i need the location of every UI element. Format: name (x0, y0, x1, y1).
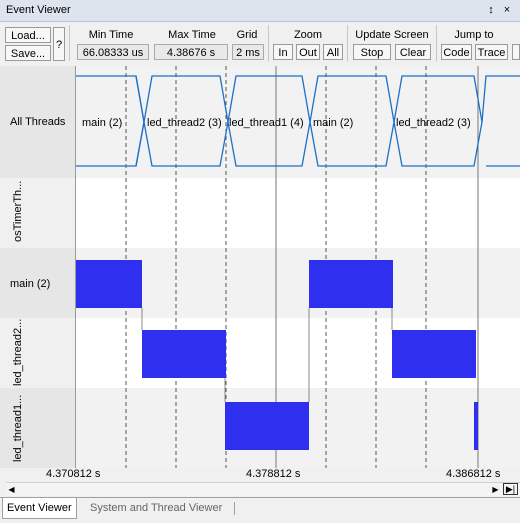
row-label-text: main (2) (10, 278, 51, 290)
toolbar: Load... Save... ? Min Time 66.08333 us M… (0, 22, 520, 64)
all-threads-bus (76, 75, 520, 167)
toolbar-separator (69, 25, 70, 61)
segment-label: main (2) (313, 117, 353, 129)
transition-lines (141, 308, 393, 402)
time-axis-tick: 4.370812 s (46, 468, 101, 480)
segment-label: led_thread2 (3) (396, 117, 471, 129)
row-label-main: main (2) (0, 248, 76, 318)
stop-button[interactable]: Stop (353, 44, 391, 60)
scroll-end-icon[interactable]: ▶| (503, 483, 518, 495)
window-title-bar: Event Viewer ↕ × (0, 0, 520, 22)
zoom-all-button[interactable]: All (323, 44, 343, 60)
max-time-header: Max Time (168, 29, 216, 41)
row-bg-ostimer (76, 178, 520, 248)
zoom-header: Zoom (293, 29, 323, 41)
save-button[interactable]: Save... (5, 45, 51, 61)
led-thread2-activity-bar[interactable] (392, 330, 476, 378)
timeline-plot[interactable]: main (2) led_thread2 (3) led_thread1 (4)… (76, 66, 520, 468)
toolbar-separator (268, 25, 269, 61)
min-time-header: Min Time (88, 29, 134, 41)
row-label-all-threads: All Threads (0, 66, 76, 178)
led-thread1-activity-bar[interactable] (225, 402, 309, 450)
row-label-led-thread1: led_thread1... (0, 388, 76, 468)
row-bg-main (76, 248, 520, 318)
time-axis: 4.370812 s 4.378812 s 4.386812 s (0, 468, 520, 482)
led-thread1-activity-bar[interactable] (474, 402, 478, 450)
scroll-right-arrow-icon[interactable]: ▶ (492, 485, 499, 494)
bus-segment-tail (481, 75, 520, 167)
zoom-in-button[interactable]: In (273, 44, 293, 60)
major-grid-lines (275, 66, 479, 468)
load-button[interactable]: Load... (5, 27, 51, 43)
tab-event-viewer[interactable]: Event Viewer (2, 498, 77, 519)
activity-bars (76, 260, 478, 450)
jump-trace-button[interactable]: Trace (475, 44, 508, 60)
segment-labels: main (2) led_thread2 (3) led_thread1 (4)… (82, 117, 471, 129)
scroll-left-arrow-icon[interactable]: ◀ (8, 485, 15, 494)
grid-header: Grid (236, 29, 258, 41)
row-label-text: led_thread1... (12, 394, 24, 462)
segment-label: led_thread1 (4) (229, 117, 304, 129)
row-label-text: osTimerTh... (12, 180, 24, 242)
jump-to-header: Jump to (454, 29, 494, 41)
jump-code-button[interactable]: Code (441, 44, 472, 60)
horizontal-scrollbar[interactable]: ◀ ▶ ▶| (6, 482, 520, 496)
main-activity-bar[interactable] (309, 260, 393, 308)
row-label-text: All Threads (10, 116, 66, 128)
segment-label: main (2) (82, 117, 122, 129)
help-button[interactable]: ? (53, 27, 65, 61)
clear-button[interactable]: Clear (395, 44, 431, 60)
main-activity-bar[interactable] (76, 260, 142, 308)
tab-system-thread-viewer[interactable]: System and Thread Viewer (90, 502, 223, 514)
toolbar-overflow-button[interactable] (512, 44, 520, 60)
update-screen-header: Update Screen (355, 29, 429, 41)
toolbar-separator (436, 25, 437, 61)
row-label-ostimer: osTimerTh... (0, 178, 76, 248)
tab-strip: Event Viewer System and Thread Viewer (0, 497, 520, 523)
led-thread2-activity-bar[interactable] (142, 330, 226, 378)
time-axis-tick: 4.386812 s (446, 468, 501, 480)
time-axis-tick: 4.378812 s (246, 468, 301, 480)
tab-separator (234, 502, 235, 515)
grid-value: 2 ms (232, 44, 264, 60)
max-time-value: 4.38676 s (154, 44, 228, 60)
zoom-out-button[interactable]: Out (296, 44, 320, 60)
row-label-text: led_thread2... (12, 318, 24, 386)
window-title: Event Viewer (6, 4, 71, 16)
min-time-value: 66.08333 us (77, 44, 149, 60)
toolbar-separator (347, 25, 348, 61)
pin-icon[interactable]: ↕ (488, 4, 494, 16)
close-icon[interactable]: × (503, 4, 511, 16)
segment-label: led_thread2 (3) (147, 117, 222, 129)
row-label-led-thread2: led_thread2... (0, 318, 76, 388)
event-timeline[interactable]: All Threads osTimerTh... main (2) led_th… (0, 66, 520, 468)
